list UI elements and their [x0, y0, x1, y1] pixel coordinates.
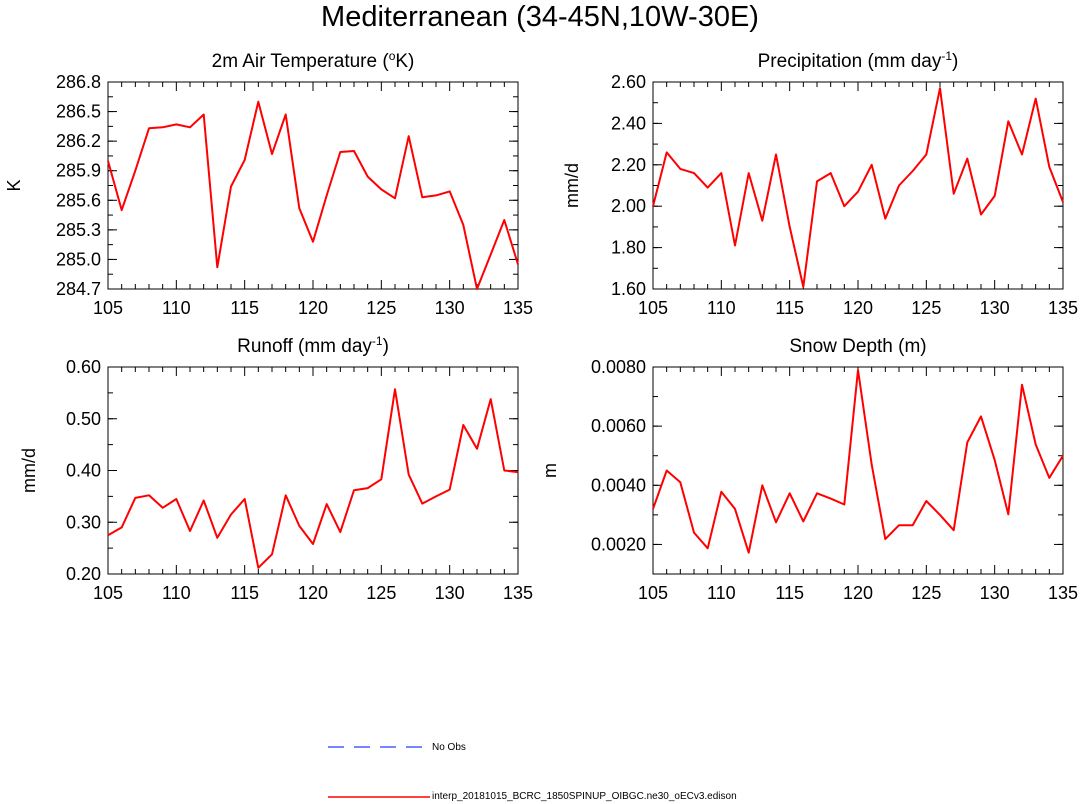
x-tick-label: 115 [775, 583, 804, 603]
y-tick-label: 0.20 [66, 564, 101, 584]
y-axis-label: mm/d [19, 448, 39, 493]
y-tick-label: 285.3 [56, 220, 101, 240]
y-tick-label: 284.7 [56, 279, 101, 299]
y-tick-label: 2.60 [611, 72, 646, 92]
y-tick-label: 1.80 [611, 238, 646, 258]
chart-panel-1: 2m Air Temperature (oK) K 105 110 115 120 125 1… [4, 49, 533, 318]
y-tick-label: 0.50 [66, 409, 101, 429]
x-tick-label: 120 [843, 298, 873, 318]
y-tick-label: 0.30 [66, 512, 101, 532]
y-axis-label: mm/d [562, 163, 582, 208]
x-tick-label: 130 [980, 583, 1010, 603]
x-tick-label: 105 [638, 583, 668, 603]
y-axis-label: m [540, 463, 560, 478]
x-tick-label: 115 [775, 298, 804, 318]
chart-panel-3: Runoff (mm day-1) mm/d 105 110 115 120 125 130 1… [19, 334, 533, 603]
chart-panel-2: Precipitation (mm day-1) mm/d 105 110 115 120… [562, 49, 1078, 318]
x-tick-label: 125 [366, 298, 396, 318]
x-tick-label: 125 [366, 583, 396, 603]
y-tick-label: 286.2 [56, 131, 101, 151]
y-tick-label: 285.9 [56, 161, 101, 181]
panel-title: 2m Air Temperature (oK) [212, 49, 415, 72]
panel-title: Runoff (mm day-1) [237, 334, 389, 357]
y-tick-label: 0.60 [66, 357, 101, 377]
plot-frame [652, 366, 1064, 575]
panel-title: Snow Depth (m) [789, 336, 926, 357]
y-tick-label: 0.40 [66, 461, 101, 481]
x-tick-label: 120 [298, 298, 328, 318]
x-tick-label: 110 [162, 298, 191, 318]
x-tick-label: 130 [980, 298, 1010, 318]
y-tick-label: 286.8 [56, 72, 101, 92]
x-tick-label: 105 [93, 583, 123, 603]
x-tick-label: 105 [93, 298, 123, 318]
plot-frame [107, 81, 519, 290]
series-line [107, 388, 519, 569]
x-tick-label: 110 [162, 583, 191, 603]
x-tick-label: 130 [435, 298, 465, 318]
y-tick-label: 2.20 [611, 155, 646, 175]
x-tick-label: 120 [298, 583, 328, 603]
x-tick-label: 125 [911, 298, 941, 318]
x-tick-label: 105 [638, 298, 668, 318]
x-tick-label: 125 [911, 583, 941, 603]
legend-label-model: interp_20181015_BCRC_1850SPINUP_OIBGC.ne… [432, 791, 737, 802]
y-tick-label: 0.0020 [591, 534, 646, 554]
x-tick-label: 110 [707, 298, 736, 318]
y-tick-label: 285.0 [56, 249, 101, 269]
y-tick-label: 286.5 [56, 102, 101, 122]
y-tick-label: 1.60 [611, 279, 646, 299]
legend-label-obs: No Obs [432, 742, 466, 753]
x-tick-label: 110 [707, 583, 736, 603]
x-tick-label: 135 [503, 298, 533, 318]
y-tick-label: 0.0080 [591, 357, 646, 377]
y-tick-label: 2.00 [611, 196, 646, 216]
x-tick-label: 135 [503, 583, 533, 603]
x-tick-label: 135 [1048, 583, 1078, 603]
series-line [652, 87, 1064, 288]
plot-frame [652, 81, 1064, 290]
chart-panel-4: Snow Depth (m) m 105 110 115 120 125 130 135 0.00… [540, 336, 1078, 603]
x-tick-label: 115 [230, 298, 259, 318]
y-tick-label: 0.0040 [591, 475, 646, 495]
y-axis-label: K [4, 179, 24, 191]
panel-title: Precipitation (mm day-1) [758, 49, 959, 72]
series-line [652, 369, 1064, 554]
x-tick-label: 115 [230, 583, 259, 603]
y-tick-label: 0.0060 [591, 416, 646, 436]
series-line [107, 100, 519, 290]
page-title: Mediterranean (34-45N,10W-30E) [321, 1, 759, 33]
x-tick-label: 120 [843, 583, 873, 603]
x-tick-label: 130 [435, 583, 465, 603]
x-tick-label: 135 [1048, 298, 1078, 318]
y-tick-label: 2.40 [611, 113, 646, 133]
y-tick-label: 285.6 [56, 190, 101, 210]
